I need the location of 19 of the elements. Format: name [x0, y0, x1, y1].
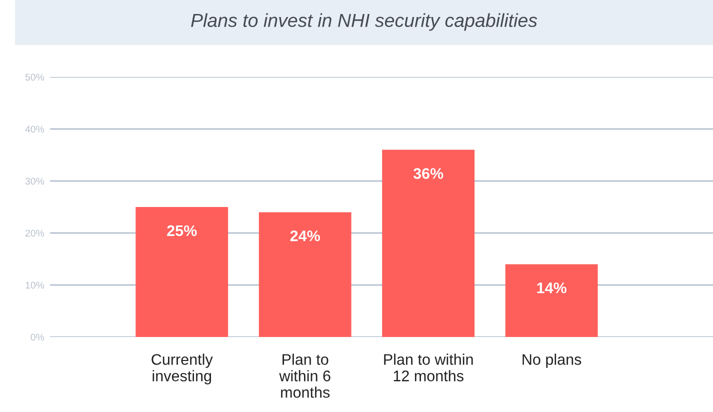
bar [505, 264, 598, 337]
y-tick-label: 40% [25, 126, 44, 133]
x-tick-label: No plans [522, 354, 582, 368]
y-tick-label: 20% [25, 230, 44, 237]
bar [136, 207, 228, 337]
y-tick-label: 50% [25, 74, 44, 81]
y-tick-label: 10% [26, 282, 44, 289]
bar [258, 212, 352, 337]
x-tick-label: Plan to within 12 months [384, 354, 473, 382]
data-label: 25% [167, 225, 197, 236]
y-tick-label: 30% [25, 178, 44, 185]
chart-title: Plans to invest in NHI security capabilities [191, 13, 538, 31]
bar [382, 150, 475, 337]
x-tick-label: Currently investing [152, 354, 213, 384]
data-label: 36% [413, 168, 444, 179]
y-tick-label: 0% [30, 334, 44, 341]
x-tick-label: Plan to within 6 months [279, 354, 330, 398]
data-label: 14% [537, 282, 566, 294]
data-label: 24% [290, 230, 320, 242]
